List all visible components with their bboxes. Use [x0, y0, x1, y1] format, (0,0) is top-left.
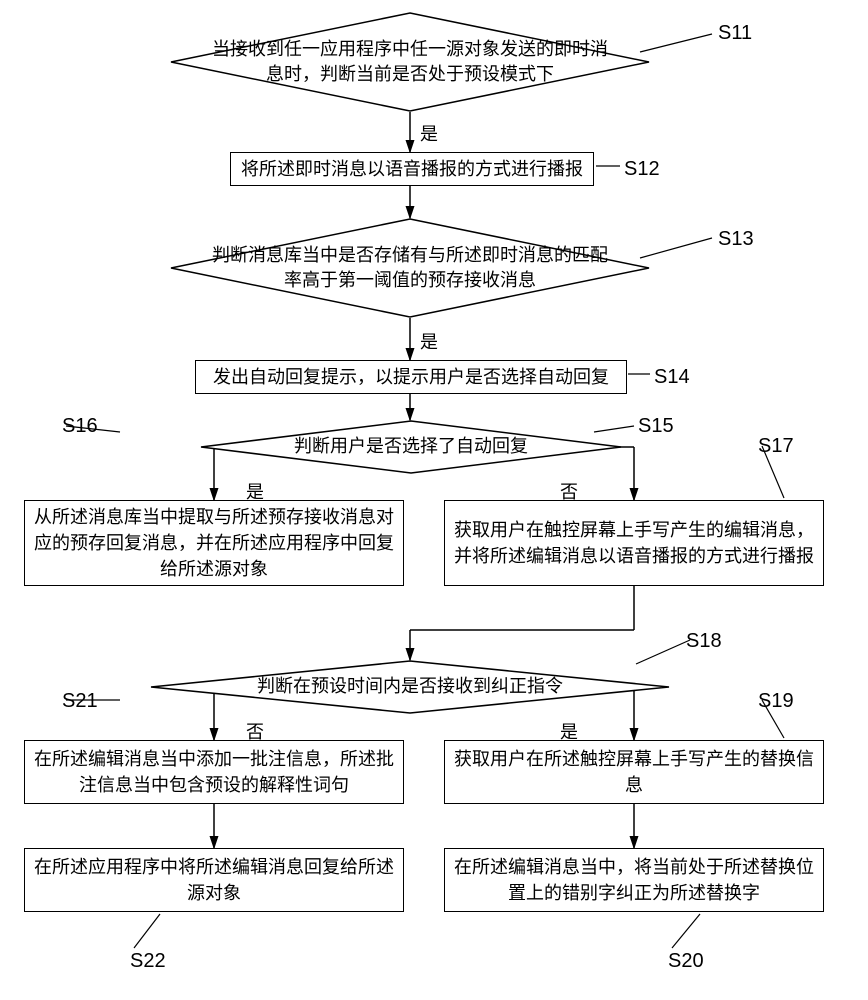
lead-line-10: [134, 914, 160, 948]
rect-text-s20: 在所述编辑消息当中，将当前处于所述替换位置上的错别字纠正为所述替换字: [453, 854, 815, 906]
rect-text-s14: 发出自动回复提示，以提示用户是否选择自动回复: [213, 364, 609, 390]
diamond-s11: 当接收到任一应用程序中任一源对象发送的即时消息时，判断当前是否处于预设模式下: [170, 12, 650, 112]
rect-text-s21: 在所述编辑消息当中添加一批注信息，所述批注信息当中包含预设的解释性词句: [33, 746, 395, 798]
edge-label-e5: 否: [246, 718, 264, 744]
rect-s12: 将所述即时消息以语音播报的方式进行播报: [230, 152, 594, 186]
step-label-s17: S17: [758, 435, 794, 458]
lead-line-11: [672, 914, 700, 948]
rect-s19: 获取用户在所述触控屏幕上手写产生的替换信息: [444, 740, 824, 804]
step-label-s13: S13: [718, 228, 754, 251]
rect-text-s12: 将所述即时消息以语音播报的方式进行播报: [241, 156, 583, 182]
edge-label-e2: 是: [420, 328, 438, 354]
diamond-s13: 判断消息库当中是否存储有与所述即时消息的匹配率高于第一阈值的预存接收消息: [170, 218, 650, 318]
step-label-s11: S11: [718, 22, 752, 45]
rect-s14: 发出自动回复提示，以提示用户是否选择自动回复: [195, 360, 627, 394]
rect-text-s17: 获取用户在触控屏幕上手写产生的编辑消息，并将所述编辑消息以语音播报的方式进行播报: [453, 517, 815, 569]
step-label-s18: S18: [686, 630, 722, 653]
step-label-s22: S22: [130, 950, 166, 973]
diamond-text-s13: 判断消息库当中是否存储有与所述即时消息的匹配率高于第一阈值的预存接收消息: [210, 243, 610, 293]
edge-label-e1: 是: [420, 120, 438, 146]
lead-line-0: [640, 34, 712, 52]
step-label-s19: S19: [758, 690, 794, 713]
lead-line-2: [640, 238, 712, 258]
step-label-s15: S15: [638, 415, 674, 438]
diamond-s15: 判断用户是否选择了自动回复: [200, 420, 622, 474]
step-label-s21: S21: [62, 690, 98, 713]
rect-text-s22: 在所述应用程序中将所述编辑消息回复给所述源对象: [33, 854, 395, 906]
rect-s22: 在所述应用程序中将所述编辑消息回复给所述源对象: [24, 848, 404, 912]
step-label-s14: S14: [654, 366, 690, 389]
diamond-text-s15: 判断用户是否选择了自动回复: [294, 434, 528, 459]
rect-s20: 在所述编辑消息当中，将当前处于所述替换位置上的错别字纠正为所述替换字: [444, 848, 824, 912]
step-label-s16: S16: [62, 415, 98, 438]
diamond-s18: 判断在预设时间内是否接收到纠正指令: [150, 660, 670, 714]
rect-text-s19: 获取用户在所述触控屏幕上手写产生的替换信息: [453, 746, 815, 798]
edge-label-e3: 是: [246, 478, 264, 504]
rect-s16: 从所述消息库当中提取与所述预存接收消息对应的预存回复消息，并在所述应用程序中回复…: [24, 500, 404, 586]
rect-s21: 在所述编辑消息当中添加一批注信息，所述批注信息当中包含预设的解释性词句: [24, 740, 404, 804]
rect-text-s16: 从所述消息库当中提取与所述预存接收消息对应的预存回复消息，并在所述应用程序中回复…: [33, 504, 395, 582]
rect-s17: 获取用户在触控屏幕上手写产生的编辑消息，并将所述编辑消息以语音播报的方式进行播报: [444, 500, 824, 586]
step-label-s20: S20: [668, 950, 704, 973]
step-label-s12: S12: [624, 158, 660, 181]
diamond-text-s18: 判断在预设时间内是否接收到纠正指令: [257, 674, 563, 699]
diamond-text-s11: 当接收到任一应用程序中任一源对象发送的即时消息时，判断当前是否处于预设模式下: [210, 37, 610, 87]
edge-label-e4: 否: [560, 478, 578, 504]
edge-label-e6: 是: [560, 718, 578, 744]
